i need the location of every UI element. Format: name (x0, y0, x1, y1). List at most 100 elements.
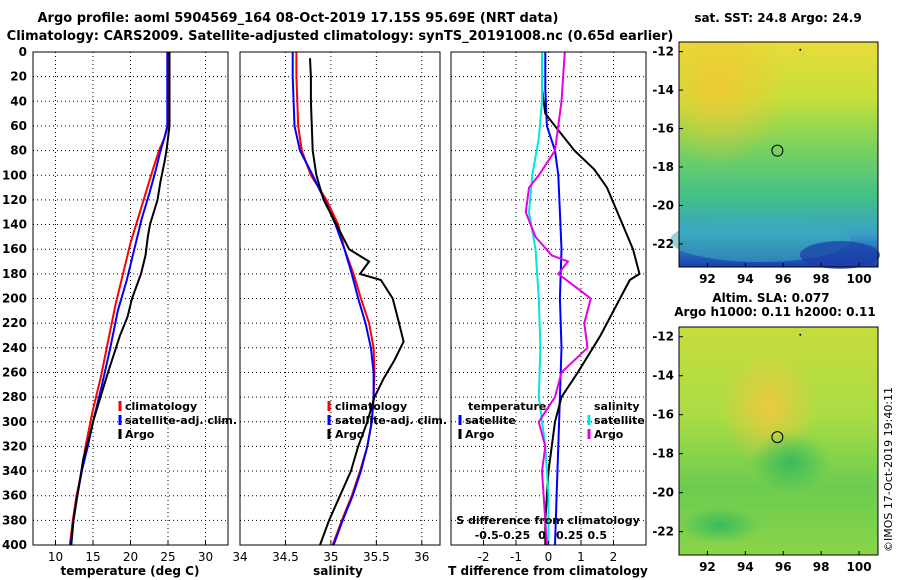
temperature-ytick-label: 280 (2, 390, 27, 404)
legend-sal-satellite: satellite-adj. clim. (335, 414, 447, 427)
differences-series-s-satellite (527, 52, 550, 545)
differences-series-t-argo (541, 52, 641, 545)
temperature-ytick-label: 360 (2, 489, 27, 503)
legend-diff-s-satellite: satellite (594, 414, 645, 427)
temperature-ytick-label: 400 (2, 538, 27, 552)
temperature-ytick-label: 180 (2, 267, 27, 281)
difference-panel: -2 -1 0 1 2-0.5 -0.25 0 0.25 0.5 (450, 51, 647, 564)
diff-xlabel-bottom: T difference from climatology (448, 564, 648, 578)
sla-map-title-line2: Argo h1000: 0.11 h2000: 0.11 (674, 305, 875, 319)
credit-text: ©IMOS 17-Oct-2019 19:40:11 (882, 387, 895, 552)
temperature-xtick-label: 10 (48, 550, 63, 564)
sla_map-ytick-label: -14 (652, 369, 674, 383)
sla-map-title-line1: Altim. SLA: 0.077 (712, 291, 829, 305)
differences-xtick-label: -1 (510, 550, 522, 564)
salinity-xlabel: salinity (313, 564, 363, 578)
sst_map-ytick-label: -22 (652, 237, 674, 251)
sla_map-ytick-label: -12 (652, 330, 674, 344)
sla_map-xtick-label: 96 (775, 560, 792, 574)
sst_map-xtick-label: 94 (737, 272, 754, 286)
differences-xtick-label: 2 (610, 550, 618, 564)
temperature-ytick-label: 40 (10, 94, 27, 108)
salinity-xtick-label: 34.5 (272, 550, 299, 564)
figure-title-line1: Argo profile: aoml 5904569_164 08-Oct-20… (38, 11, 559, 26)
sla_map-xtick-label: 92 (699, 560, 716, 574)
differences-top-tick-label: 0.25 (556, 529, 583, 542)
sst_map-frame (678, 41, 879, 268)
sla-map-panel (679, 327, 878, 555)
temperature-xtick-label: 25 (160, 550, 175, 564)
sst_map-ytick-label: -16 (652, 122, 674, 136)
sla_map-xtick-label: 100 (847, 560, 872, 574)
salinity-xtick-label: 35 (323, 550, 338, 564)
temperature-ytick-label: 140 (2, 218, 27, 232)
temperature-plot-area (33, 52, 228, 545)
temperature-ytick-label: 380 (2, 513, 27, 527)
legend-temp-argo: Argo (125, 428, 155, 441)
differences-series-s-argo (524, 51, 592, 546)
salinity-frame (239, 51, 441, 546)
sla_map-ytick-label: -20 (652, 486, 674, 500)
temperature-xtick-label: 20 (123, 550, 138, 564)
differences-top-tick-label: 0.5 (588, 529, 608, 542)
sst-map-panel (670, 42, 880, 269)
map-axes: 92 94 96 98 100 -12 -14 -16 -18 -20 -22 92 94 96 98 100… (652, 41, 879, 574)
temperature-ytick-label: 0 (19, 45, 27, 59)
sst_map-ytick-label: -20 (652, 198, 674, 212)
legend-temp-climatology: climatology (125, 400, 197, 413)
legend-sal-argo: Argo (335, 428, 365, 441)
temperature-ytick-label: 100 (2, 168, 27, 182)
sla_map-island-dot (799, 333, 802, 336)
temperature-ytick-label: 300 (2, 415, 27, 429)
differences-top-tick-label: -0.25 (499, 529, 531, 542)
figure-title-line2: Climatology: CARS2009. Satellite-adjuste… (7, 29, 674, 44)
sla_map-ytick-label: -22 (652, 525, 674, 539)
salinity-series-satellite-adj-clim- (291, 52, 375, 546)
differences-top-tick-label: 0 (538, 529, 546, 542)
sla-map-cool-patch (750, 432, 830, 492)
temperature-ytick-label: 320 (2, 439, 27, 453)
temperature-ytick-label: 260 (2, 365, 27, 379)
sst_map-argo-marker (771, 144, 784, 157)
temperature-series-argo (70, 52, 171, 546)
sst-map-cold-patch (800, 241, 880, 269)
salinity-xtick-label: 34 (232, 550, 247, 564)
differences-xtick-label: -2 (478, 550, 490, 564)
temperature-ytick-label: 220 (2, 316, 27, 330)
legend-diff-s-argo: Argo (594, 428, 624, 441)
legend-diff-temperature-title: temperature (468, 400, 546, 413)
sst_map-xtick-label: 100 (847, 272, 872, 286)
sst_map-ytick-label: -12 (652, 45, 674, 59)
legend-diff-t-argo: Argo (465, 428, 495, 441)
temperature-ytick-label: 160 (2, 242, 27, 256)
temperature-xtick-label: 30 (198, 550, 213, 564)
temperature-ytick-label: 60 (10, 119, 27, 133)
sst_map-island-dot (799, 48, 802, 51)
temperature-ytick-label: 240 (2, 341, 27, 355)
sst_map-xtick-label: 98 (813, 272, 830, 286)
sla_map-xtick-label: 98 (813, 560, 830, 574)
sst-map-title: sat. SST: 24.8 Argo: 24.9 (694, 11, 861, 25)
diff-xlabel-top: S difference from climatology (456, 514, 640, 527)
temperature-xtick-label: 15 (85, 550, 100, 564)
temperature-ytick-label: 20 (10, 70, 27, 84)
differences-xtick-label: 1 (577, 550, 585, 564)
salinity-panel: 34 34.5 35 35.5 36 (232, 51, 441, 564)
sst_map-xtick-label: 92 (699, 272, 716, 286)
legend-diff-salinity-title: salinity (594, 400, 640, 413)
differences-xtick-label: 0 (545, 550, 553, 564)
temperature-ytick-label: 200 (2, 292, 27, 306)
sst_map-ytick-label: -14 (652, 83, 674, 97)
temperature-ytick-label: 80 (10, 144, 27, 158)
salinity-series-argo (309, 58, 405, 546)
temperature-panel: 10 15 20 25 30020406080100120140160180200220… (2, 45, 229, 564)
sla_map-ytick-label: -18 (652, 447, 674, 461)
sst_map-ytick-label: -18 (652, 160, 674, 174)
sla_map-frame (678, 326, 879, 556)
sla-map-cool-patch-2 (680, 507, 760, 543)
sla_map-ytick-label: -16 (652, 408, 674, 422)
sst_map-xtick-label: 96 (775, 272, 792, 286)
legend-diff-t-satellite: satellite (465, 414, 516, 427)
sla_map-argo-marker (771, 431, 784, 444)
